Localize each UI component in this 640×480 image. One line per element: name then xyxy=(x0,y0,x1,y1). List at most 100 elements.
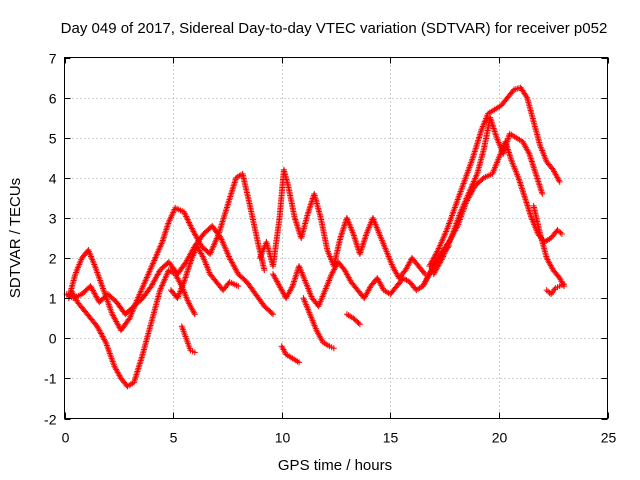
data-point xyxy=(306,204,313,211)
data-point xyxy=(537,186,544,193)
data-point xyxy=(530,163,537,170)
data-point xyxy=(517,182,524,189)
data-point xyxy=(353,240,360,247)
y-tick-label: 5 xyxy=(49,131,57,147)
x-tick-label: 25 xyxy=(601,430,617,446)
x-tick-label: 20 xyxy=(492,430,508,446)
data-point xyxy=(529,161,536,168)
data-point xyxy=(338,230,345,237)
data-point xyxy=(521,193,528,200)
data-point xyxy=(528,158,535,165)
y-tick-label: -1 xyxy=(44,371,57,387)
data-point xyxy=(523,199,530,206)
series-track-i xyxy=(300,295,337,352)
data-point xyxy=(521,194,528,201)
data-point xyxy=(527,155,534,162)
data-point xyxy=(185,265,192,272)
data-point xyxy=(520,191,527,198)
data-point xyxy=(182,272,189,279)
data-point xyxy=(532,170,539,177)
data-point xyxy=(524,202,531,209)
data-point xyxy=(101,337,108,344)
data-point xyxy=(191,311,198,318)
data-point xyxy=(183,271,190,278)
data-point xyxy=(529,160,536,167)
data-point xyxy=(360,240,367,247)
data-point xyxy=(556,178,563,185)
data-point xyxy=(490,125,497,132)
data-point xyxy=(340,224,347,231)
data-point xyxy=(506,152,513,159)
data-point xyxy=(531,166,538,173)
series-track-e xyxy=(178,323,198,356)
data-point xyxy=(538,189,545,196)
data-point xyxy=(453,224,460,231)
data-point xyxy=(305,209,312,216)
data-point xyxy=(543,287,550,294)
x-tick-label: 0 xyxy=(62,430,70,446)
data-point xyxy=(161,232,168,239)
data-point xyxy=(516,179,523,186)
data-point xyxy=(526,208,533,215)
data-point xyxy=(561,281,568,288)
data-point xyxy=(162,229,169,236)
grid xyxy=(64,57,608,419)
data-point xyxy=(525,207,532,214)
data-point xyxy=(184,266,191,273)
data-point xyxy=(308,200,315,207)
data-point xyxy=(531,167,538,174)
data-point xyxy=(523,201,530,208)
data-point xyxy=(535,180,542,187)
data-point xyxy=(330,345,337,352)
data-point xyxy=(294,222,301,229)
data-point xyxy=(530,164,537,171)
data-point xyxy=(517,181,524,188)
data-point xyxy=(164,223,171,230)
data-point xyxy=(341,222,348,229)
data-point xyxy=(522,197,529,204)
y-tick-label: 3 xyxy=(49,211,57,227)
data-point xyxy=(353,241,360,248)
data-point xyxy=(491,127,498,134)
y-tick-label: -2 xyxy=(44,412,57,428)
data-point xyxy=(160,234,167,241)
series-track-o xyxy=(543,281,568,298)
data-point xyxy=(163,226,170,233)
data-point xyxy=(293,219,300,226)
data-point xyxy=(291,278,298,285)
x-axis-label: GPS time / hours xyxy=(278,457,392,474)
data-point xyxy=(291,276,298,283)
data-point xyxy=(293,270,300,277)
y-tick-label: 1 xyxy=(49,291,57,307)
data-point xyxy=(506,151,513,158)
data-point xyxy=(296,359,303,366)
data-point xyxy=(261,267,268,274)
data-point xyxy=(191,349,198,356)
data-point xyxy=(338,231,345,238)
data-point xyxy=(534,175,541,182)
data-point xyxy=(526,210,533,217)
data-point xyxy=(539,190,546,197)
data-point xyxy=(361,235,368,242)
data-point xyxy=(361,237,368,244)
data-point xyxy=(537,184,544,191)
y-tick-label: 6 xyxy=(49,91,57,107)
data-point xyxy=(352,238,359,245)
series-track-a xyxy=(65,170,268,334)
series-track-f xyxy=(256,166,429,282)
data-point xyxy=(522,196,529,203)
data-point xyxy=(528,156,535,163)
data-point xyxy=(293,272,300,279)
data-point xyxy=(518,185,525,192)
data-point xyxy=(360,238,367,245)
y-tick-label: 4 xyxy=(49,171,57,187)
data-point xyxy=(293,221,300,228)
data-point xyxy=(555,228,562,235)
data-point xyxy=(538,187,545,194)
series-track-n xyxy=(530,202,568,290)
data-point xyxy=(292,273,299,280)
series-track-h xyxy=(278,343,303,366)
data-point xyxy=(356,251,363,258)
data-point xyxy=(184,268,191,275)
